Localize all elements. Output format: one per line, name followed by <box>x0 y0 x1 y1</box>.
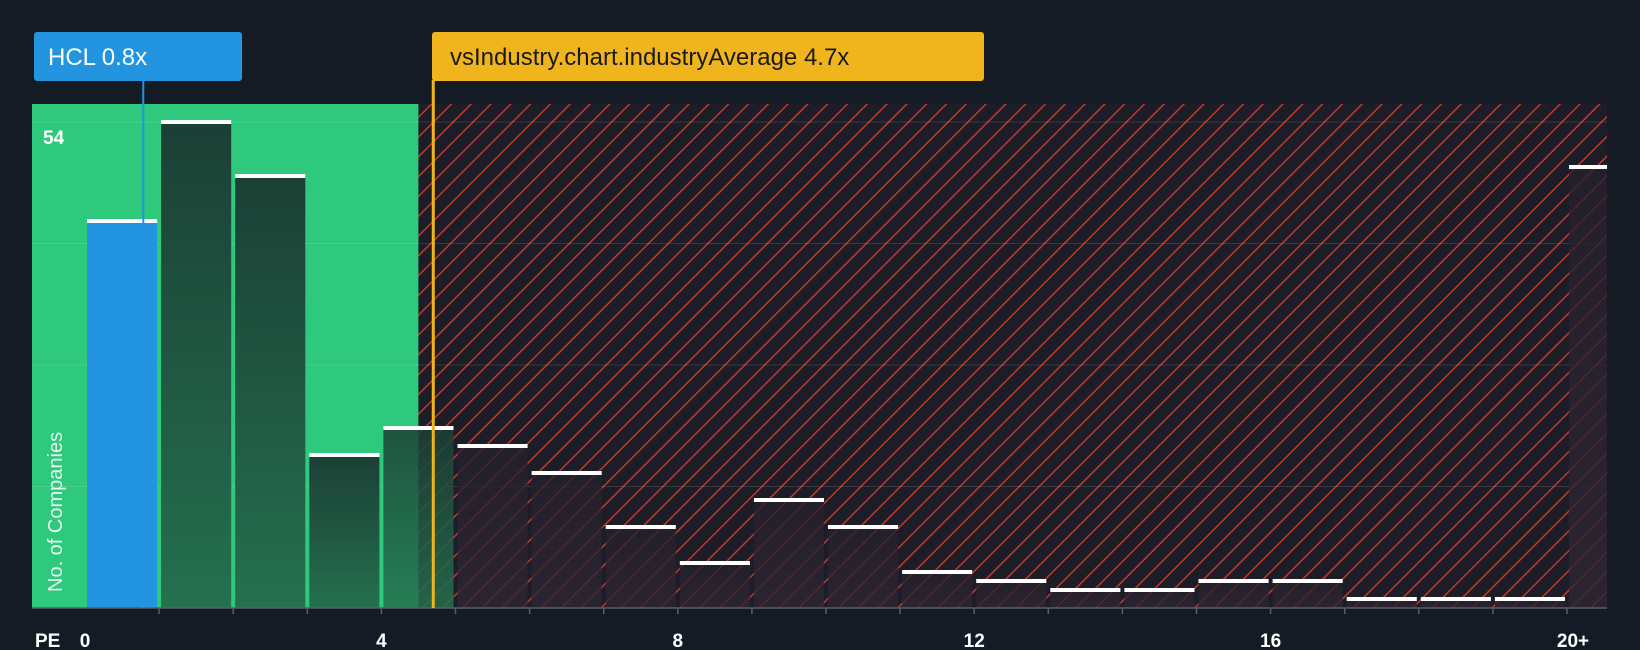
histogram-bar-cap <box>605 525 676 529</box>
x-tick-label: 0 <box>80 631 91 650</box>
x-tick-label: 12 <box>964 631 985 650</box>
histogram-bar-cap <box>1124 588 1195 592</box>
histogram-bar-cap <box>309 453 380 457</box>
company-callout-box <box>34 32 242 81</box>
histogram-bar <box>87 221 158 608</box>
histogram-bar-cap <box>1569 165 1607 169</box>
x-tick-label: 20+ <box>1557 631 1589 650</box>
histogram-bar-cap <box>679 561 750 565</box>
histogram-bar-cap <box>976 579 1047 583</box>
company-callout-label: HCL 0.8x <box>48 44 147 71</box>
x-axis-title: PE <box>35 631 60 650</box>
histogram-bar-cap <box>1420 597 1491 601</box>
histogram-bar <box>1569 167 1607 608</box>
histogram-bar-cap <box>753 498 824 502</box>
histogram-bar <box>1272 581 1343 608</box>
histogram-bar-cap <box>1050 588 1121 592</box>
histogram-bar <box>976 581 1047 608</box>
histogram-bar-cap <box>902 570 973 574</box>
y-axis-title: No. of Companies <box>45 432 67 592</box>
histogram-bar <box>1494 599 1565 608</box>
histogram-bar <box>1124 590 1195 608</box>
industry-average-callout-box <box>432 32 984 81</box>
histogram-bar-cap <box>1272 579 1343 583</box>
histogram-bar <box>753 500 824 608</box>
histogram-bar <box>383 428 454 608</box>
histogram-bar <box>531 473 602 608</box>
histogram-bar <box>1420 599 1491 608</box>
y-axis-max-label: 54 <box>43 128 65 149</box>
histogram-bar-cap <box>87 219 158 223</box>
overvalued-zone <box>418 104 1608 608</box>
histogram-bar <box>1346 599 1417 608</box>
histogram-bar <box>679 563 750 608</box>
histogram-bar-cap <box>1494 597 1565 601</box>
x-axis-ticks: 0 4 8 12 16 20+ <box>80 608 1589 650</box>
histogram-bar-cap <box>161 120 232 124</box>
histogram-bars <box>87 120 1607 608</box>
x-tick-label: 8 <box>673 631 684 650</box>
histogram-bar <box>309 455 380 608</box>
x-tick-label: 16 <box>1260 631 1281 650</box>
histogram-bar <box>605 527 676 608</box>
x-tick-label: 4 <box>376 631 387 650</box>
histogram-bar-cap <box>383 426 454 430</box>
histogram-bar <box>1050 590 1121 608</box>
histogram-bar-cap <box>457 444 528 448</box>
histogram-bar-cap <box>235 174 306 178</box>
histogram-bar <box>235 176 306 608</box>
histogram-bar <box>161 122 232 608</box>
histogram-bar-cap <box>828 525 899 529</box>
company-marker: HCL 0.8x <box>34 32 242 608</box>
histogram-bar <box>902 572 973 608</box>
histogram-bar <box>828 527 899 608</box>
histogram-bar <box>457 446 528 608</box>
histogram-bar-cap <box>531 471 602 475</box>
histogram-bar <box>1198 581 1269 608</box>
histogram-bar-cap <box>1198 579 1269 583</box>
industry-average-marker: vsIndustry.chart.industryAverage 4.7x <box>431 32 984 608</box>
industry-average-callout-label: vsIndustry.chart.industryAverage 4.7x <box>450 44 849 71</box>
histogram-bar-cap <box>1346 597 1417 601</box>
